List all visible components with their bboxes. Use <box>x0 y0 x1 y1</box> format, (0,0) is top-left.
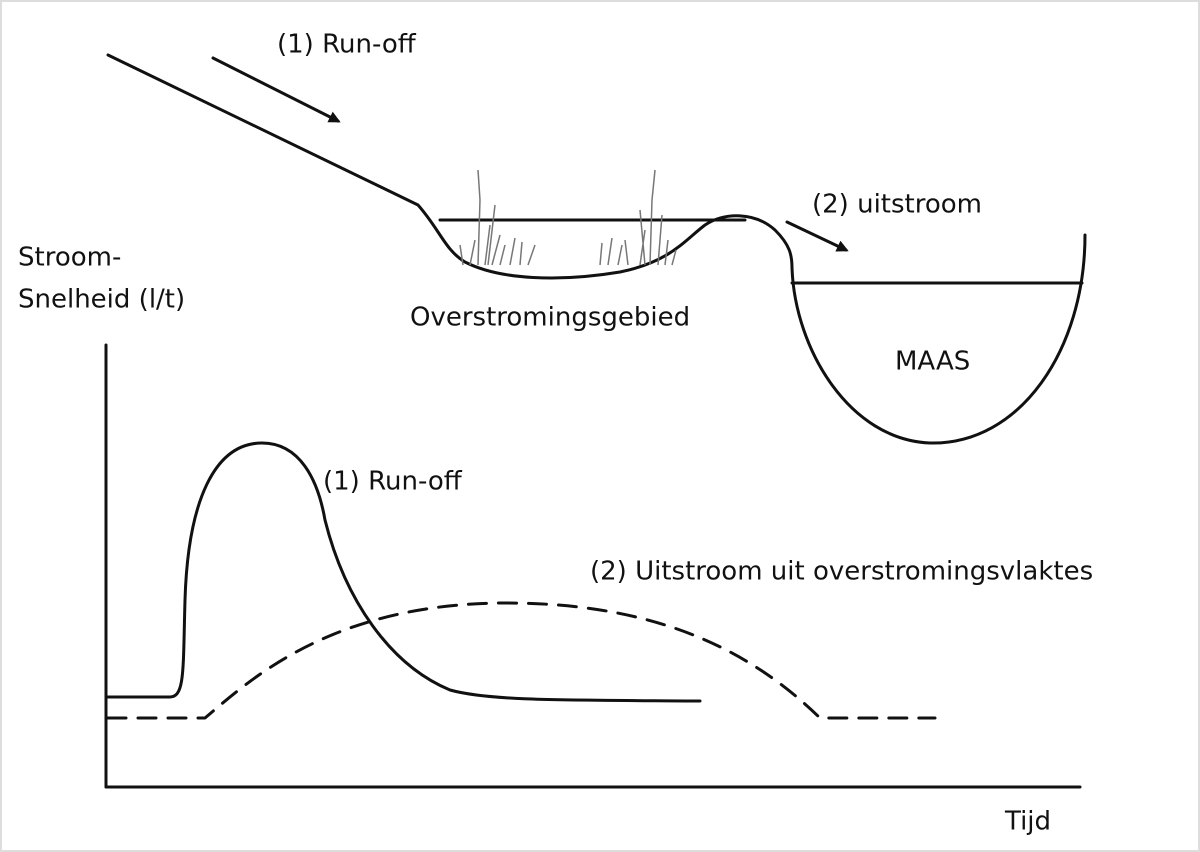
y-axis-label: Snelheid (l/t) <box>18 285 185 315</box>
river-bed <box>790 233 1087 445</box>
label: MAAS <box>895 347 970 377</box>
terrain <box>106 53 794 280</box>
label: (2) uitstroom <box>812 190 982 220</box>
vegetation <box>459 169 677 266</box>
label: (1) Run-off <box>277 30 417 60</box>
y-axis-label: Stroom- <box>18 243 121 273</box>
arrow <box>785 220 849 252</box>
label: Overstromingsgebied <box>410 303 690 333</box>
arrow <box>211 56 341 123</box>
label: (2) Uitstroom uit overstromingsvlaktes <box>590 557 1093 587</box>
label: (1) Run-off <box>323 467 463 497</box>
outflow-curve <box>106 601 937 720</box>
x-axis-label: Tijd <box>1004 807 1051 837</box>
runoff-curve <box>106 441 702 703</box>
